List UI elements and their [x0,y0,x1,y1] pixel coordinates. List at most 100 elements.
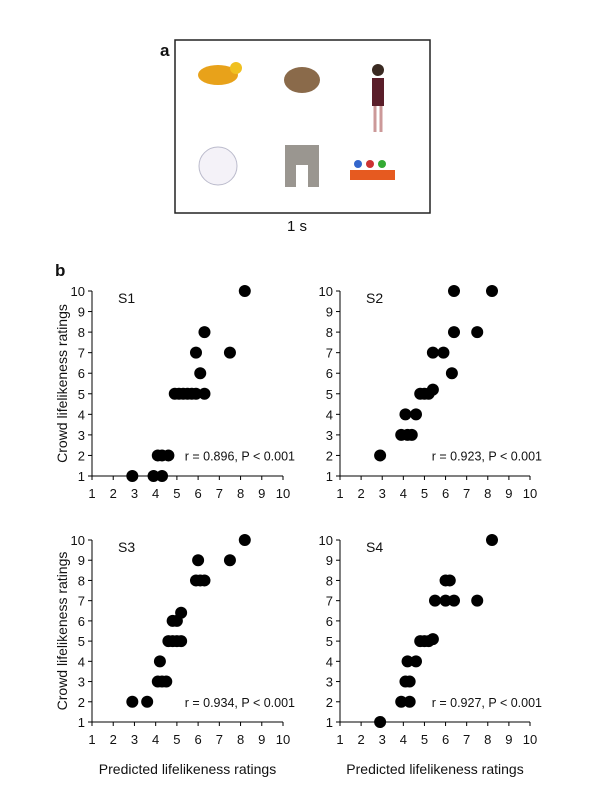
scatter-point [448,285,460,297]
y-tick-label: 5 [326,387,333,402]
x-tick-label: 6 [194,486,201,501]
scatter-point [147,470,160,482]
x-axis-label: Predicted lifelikeness ratings [99,761,276,777]
scatter-point [448,326,460,339]
y-tick-label: 5 [78,634,85,649]
scatter-point [471,326,484,339]
y-tick-label: 1 [78,715,85,730]
scatter-point [426,633,439,646]
x-tick-label: 9 [505,486,512,501]
scatter-point [198,387,211,400]
y-tick-label: 4 [78,407,85,422]
subject-label: S1 [118,290,135,306]
x-tick-label: 2 [357,486,364,501]
stimulus-images [198,62,395,187]
scatter-point [194,367,207,380]
x-tick-label: 1 [88,486,95,501]
y-tick-label: 4 [326,654,333,669]
x-tick-label: 9 [505,732,512,747]
scatter-point [198,326,211,339]
panel-label: a [160,41,170,60]
y-tick-label: 9 [78,553,85,568]
y-tick-label: 5 [326,634,333,649]
y-tick-label: 1 [78,469,85,484]
scatter-point [401,655,414,668]
scatter-point [448,594,460,607]
y-tick-label: 2 [326,695,333,710]
x-tick-label: 8 [237,732,244,747]
x-tick-label: 9 [258,732,265,747]
y-tick-label: 9 [78,305,85,320]
scatter-point [189,387,202,400]
y-axis-label: Crowd lifelikeness ratings [54,552,70,711]
x-tick-label: 5 [173,732,180,747]
scatter-point [223,554,236,567]
scatter-point [198,574,211,587]
y-tick-label: 8 [78,573,85,588]
y-tick-label: 7 [326,594,333,609]
y-tick-label: 7 [326,346,333,361]
scatter-point [162,449,175,462]
y-tick-label: 4 [78,654,85,669]
scatter-point [486,534,498,546]
scatter-point [126,470,139,482]
panel-label: b [55,261,65,280]
x-tick-label: 1 [88,732,95,747]
scatter-point [437,346,450,359]
scatter-point [399,408,412,421]
y-tick-label: 2 [78,695,85,710]
x-tick-label: 8 [484,486,491,501]
x-tick-label: 2 [110,486,117,501]
scatter-point [426,346,439,359]
scatter-point [403,695,416,708]
scatter-point [175,606,188,619]
scatter-point [443,574,456,587]
scatter-point [410,655,422,668]
y-tick-label: 8 [326,325,333,340]
x-tick-label: 7 [463,732,470,747]
scatter-point [445,367,458,380]
x-axis-label: Predicted lifelikeness ratings [346,761,523,777]
subject-label: S2 [366,290,383,306]
x-tick-label: 5 [421,486,428,501]
x-tick-label: 6 [442,486,449,501]
scatter-point [238,285,251,297]
y-tick-label: 3 [326,428,333,443]
x-tick-label: 10 [276,732,290,747]
x-tick-label: 6 [442,732,449,747]
x-tick-label: 3 [131,486,138,501]
x-tick-label: 8 [484,732,491,747]
x-tick-label: 7 [463,486,470,501]
y-tick-label: 1 [326,469,333,484]
x-tick-label: 4 [152,732,159,747]
annotation: r = 0.923, P < 0.001 [432,449,542,463]
x-tick-label: 3 [379,486,386,501]
scatter-point [429,594,441,607]
y-tick-label: 6 [326,614,333,629]
x-tick-label: 10 [276,486,290,501]
x-tick-label: 5 [173,486,180,501]
x-tick-label: 6 [194,732,201,747]
y-tick-label: 10 [71,533,85,548]
y-tick-label: 10 [319,533,333,548]
y-tick-label: 7 [78,594,85,609]
subject-label: S3 [118,539,135,555]
scatter-point [374,716,387,728]
subject-label: S4 [366,539,383,555]
y-tick-label: 8 [78,325,85,340]
scatter-point [403,675,416,688]
scatter-point [395,695,408,708]
scatter-point [238,534,251,546]
scatter-point [426,383,439,396]
y-tick-label: 6 [78,366,85,381]
y-tick-label: 3 [326,675,333,690]
scatter-point [156,470,169,482]
y-tick-label: 4 [326,407,333,422]
y-axis-label: Crowd lifelikeness ratings [54,304,70,463]
x-tick-label: 3 [379,732,386,747]
annotation: r = 0.927, P < 0.001 [432,696,542,710]
scatter-point [141,695,154,708]
x-tick-label: 2 [357,732,364,747]
scatter-point [439,594,452,607]
annotation: r = 0.934, P < 0.001 [185,696,295,710]
